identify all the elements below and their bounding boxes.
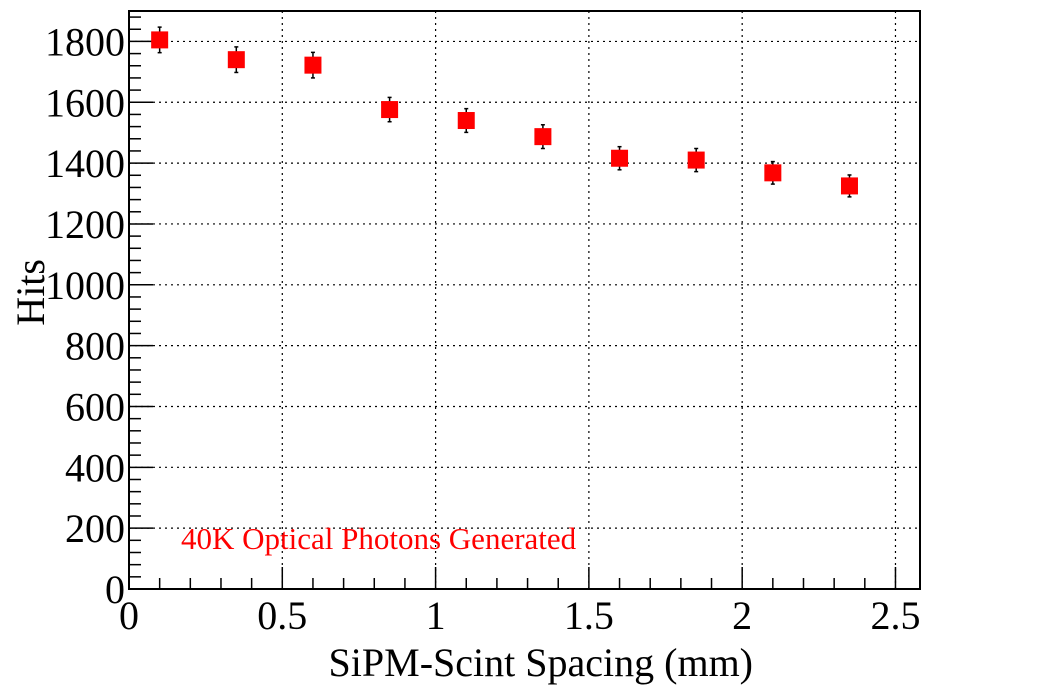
data-point bbox=[227, 51, 245, 69]
data-point bbox=[764, 164, 782, 182]
data-point bbox=[687, 151, 705, 169]
grid-lines bbox=[129, 11, 920, 589]
x-tick-label: 1 bbox=[426, 593, 446, 638]
y-tick-label: 0 bbox=[105, 567, 125, 612]
axis-ticks bbox=[128, 16, 897, 590]
x-tick-label: 2.5 bbox=[870, 593, 920, 638]
data-point bbox=[840, 177, 858, 195]
y-tick-label: 1000 bbox=[45, 263, 125, 308]
x-tick-label: 0.5 bbox=[257, 593, 307, 638]
x-axis-title: SiPM-Scint Spacing (mm) bbox=[329, 640, 753, 685]
y-tick-label: 1200 bbox=[45, 202, 125, 247]
y-tick-label: 1800 bbox=[45, 19, 125, 64]
x-tick-label: 1.5 bbox=[564, 593, 614, 638]
data-point bbox=[304, 56, 322, 74]
y-axis-title: Hits bbox=[8, 259, 53, 326]
y-tick-label: 600 bbox=[65, 384, 125, 429]
plot-frame bbox=[128, 10, 921, 590]
data-point bbox=[534, 128, 552, 146]
x-tick-label: 0 bbox=[119, 593, 139, 638]
x-tick-label: 2 bbox=[732, 593, 752, 638]
annotation-text: 40K Optical Photons Generated bbox=[181, 521, 577, 556]
data-point bbox=[151, 31, 169, 49]
data-point bbox=[611, 149, 629, 167]
data-point bbox=[381, 101, 399, 119]
y-tick-label: 1400 bbox=[45, 141, 125, 186]
y-tick-labels: 0 200 400 600 800 1000 1200 1400 1600 1800 bbox=[45, 19, 125, 612]
y-tick-label: 200 bbox=[65, 506, 125, 551]
data-point bbox=[457, 112, 475, 130]
y-tick-label: 400 bbox=[65, 445, 125, 490]
y-tick-label: 1600 bbox=[45, 80, 125, 125]
x-tick-labels: 0 0.5 1 1.5 2 2.5 bbox=[119, 593, 920, 638]
y-tick-label: 800 bbox=[65, 324, 125, 369]
data-points bbox=[151, 26, 858, 198]
